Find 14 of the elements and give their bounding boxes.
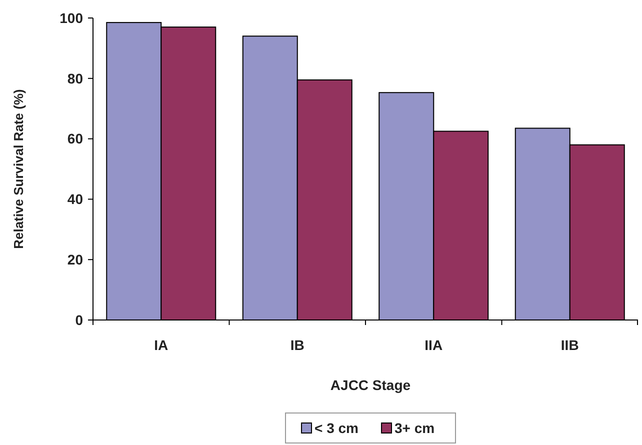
x-tick-label: IB xyxy=(290,337,304,353)
x-tick-label: IIB xyxy=(560,337,579,353)
y-tick-label: 80 xyxy=(67,70,84,86)
legend-label: 3+ cm xyxy=(394,420,435,436)
x-axis-title: AJCC Stage xyxy=(330,377,411,393)
x-tick-label: IIA xyxy=(424,337,443,353)
y-tick-label: 60 xyxy=(67,130,84,147)
x-tick-label: IA xyxy=(154,337,168,353)
y-tick-label: 40 xyxy=(67,191,84,208)
y-tick-label: 20 xyxy=(67,252,84,268)
y-tick-label: 100 xyxy=(60,10,84,26)
y-axis-title: Relative Survival Rate (%) xyxy=(11,89,26,249)
y-tick-label: 0 xyxy=(75,312,84,328)
legend-label: < 3 cm xyxy=(314,420,358,436)
